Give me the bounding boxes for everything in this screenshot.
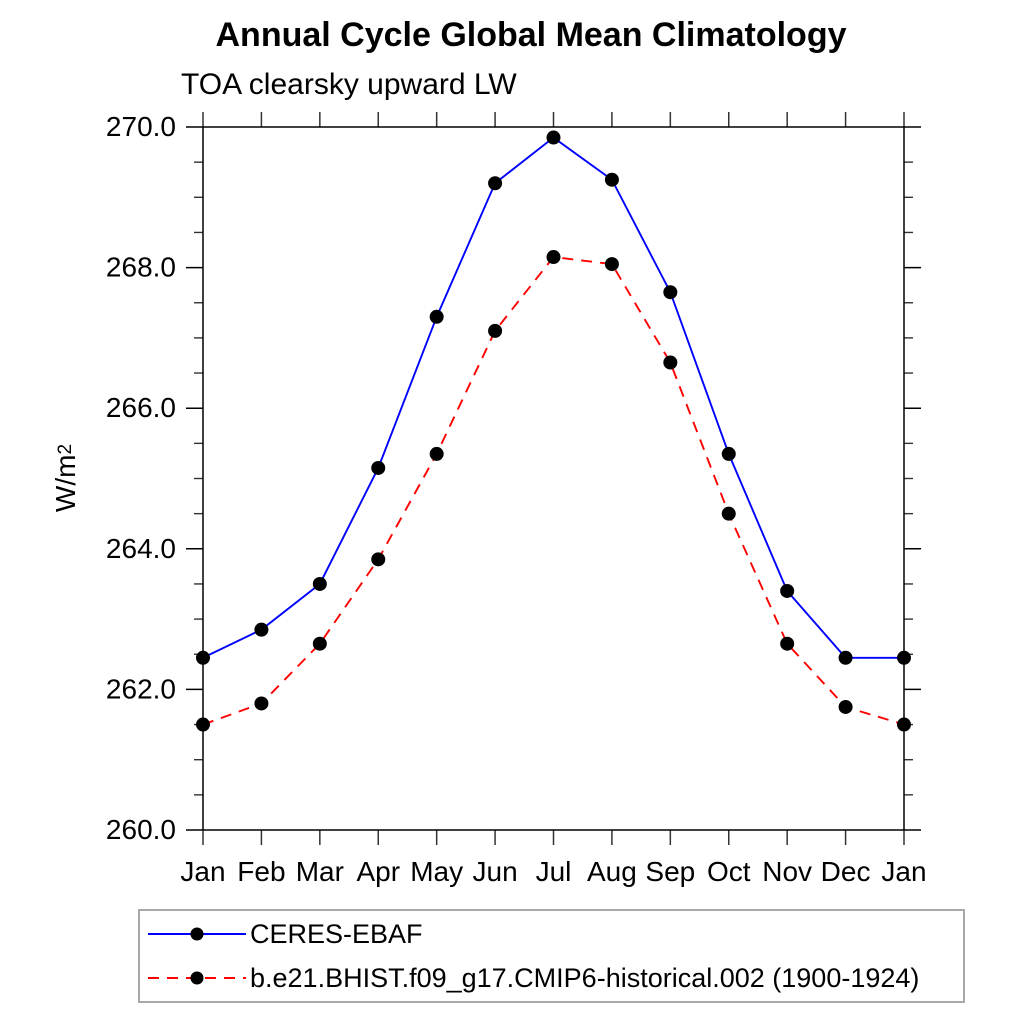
y-tick-label: 260.0 xyxy=(106,814,176,845)
x-tick-label: Apr xyxy=(356,856,400,887)
data-point-marker xyxy=(604,172,619,187)
data-point-marker xyxy=(488,323,503,338)
data-point-marker xyxy=(429,309,444,324)
legend-item-ceres-ebaf: CERES-EBAF xyxy=(144,912,963,956)
x-tick-label: Mar xyxy=(296,856,344,887)
data-point-marker xyxy=(371,460,386,475)
x-tick-label: Nov xyxy=(762,856,812,887)
legend-label-model: b.e21.BHIST.f09_g17.CMIP6-historical.002… xyxy=(250,962,920,993)
y-tick-label: 266.0 xyxy=(106,392,176,423)
chart-title: Annual Cycle Global Mean Climatology xyxy=(215,16,847,54)
data-point-marker xyxy=(546,250,561,265)
data-point-marker xyxy=(897,650,911,665)
data-point-marker xyxy=(897,717,911,732)
y-tick-label: 262.0 xyxy=(106,673,176,704)
data-point-marker xyxy=(780,636,795,651)
x-tick-label: Feb xyxy=(237,856,285,887)
legend-item-model: b.e21.BHIST.f09_g17.CMIP6-historical.002… xyxy=(144,956,963,1000)
data-point-marker xyxy=(254,622,269,637)
x-tick-label: Jan xyxy=(180,856,225,887)
data-point-marker xyxy=(838,699,853,714)
legend-line-sample-solid xyxy=(148,927,246,941)
data-point-marker xyxy=(371,552,386,567)
data-point-marker xyxy=(254,696,269,711)
data-point-marker xyxy=(663,285,678,300)
data-point-marker xyxy=(312,636,327,651)
data-point-marker xyxy=(604,257,619,272)
data-point-marker xyxy=(312,576,327,591)
y-tick-label: 268.0 xyxy=(106,252,176,283)
x-tick-label: May xyxy=(410,856,463,887)
x-tick-label: Jun xyxy=(473,856,518,887)
data-point-marker xyxy=(196,717,210,732)
chart-subtitle: TOA clearsky upward LW xyxy=(181,68,517,101)
y-tick-label: 270.0 xyxy=(106,111,176,142)
data-point-marker xyxy=(196,650,210,665)
x-tick-label: Sep xyxy=(645,856,695,887)
data-point-marker xyxy=(488,176,503,191)
data-point-marker xyxy=(721,446,736,461)
x-tick-label: Oct xyxy=(707,856,751,887)
plot-frame xyxy=(202,126,905,831)
x-tick-label: Jul xyxy=(536,856,572,887)
x-tick-label: Aug xyxy=(587,856,637,887)
data-point-marker xyxy=(780,583,795,598)
x-tick-label: Dec xyxy=(821,856,871,887)
data-point-marker xyxy=(721,506,736,521)
legend-line-sample-dashed xyxy=(148,971,246,985)
legend: CERES-EBAF b.e21.BHIST.f09_g17.CMIP6-his… xyxy=(138,909,965,1003)
series-line-0 xyxy=(202,136,904,659)
data-point-marker xyxy=(663,355,678,370)
y-tick-label: 264.0 xyxy=(106,533,176,564)
data-point-marker xyxy=(838,650,853,665)
x-tick-label: Jan xyxy=(881,856,926,887)
legend-label-ceres-ebaf: CERES-EBAF xyxy=(250,918,423,949)
data-point-marker xyxy=(429,446,444,461)
data-point-marker xyxy=(546,130,561,145)
series-line-1 xyxy=(202,256,905,726)
